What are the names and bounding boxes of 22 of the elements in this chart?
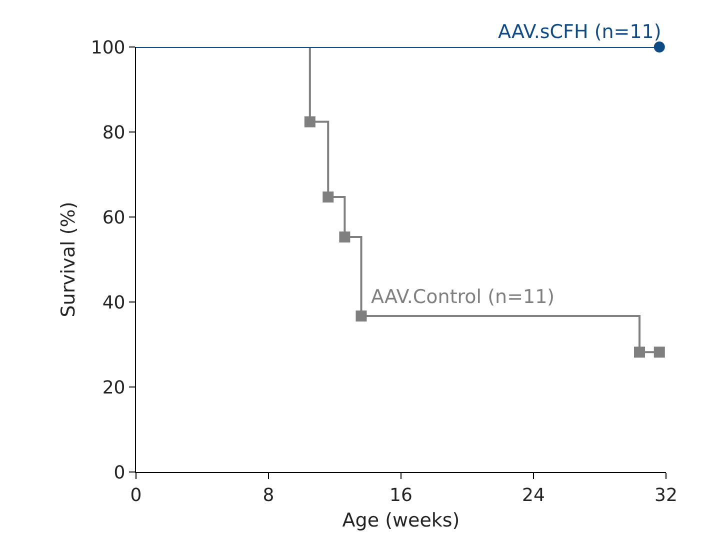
x-tick-label: 8 <box>262 484 274 506</box>
series-label: AAV.sCFH (n=11) <box>498 21 662 43</box>
y-tick-label: 20 <box>102 377 126 398</box>
point <box>304 116 316 128</box>
x-tick-label: 16 <box>390 484 412 506</box>
y-tick-label: 0 <box>114 462 126 484</box>
x-tick-label: 24 <box>522 484 545 506</box>
y-tick-label: 100 <box>90 37 126 58</box>
point <box>634 346 645 358</box>
point <box>356 310 367 322</box>
point <box>654 42 665 52</box>
x-axis-title: Age (weeks) <box>342 510 460 532</box>
point <box>339 231 350 242</box>
y-axis-title: Survival (%) <box>58 202 80 318</box>
y-tick-label: 60 <box>102 207 126 228</box>
x-tick-label: 32 <box>654 484 678 506</box>
y-tick-label: 80 <box>102 122 126 144</box>
y-tick-label: 40 <box>102 292 126 314</box>
x-tick-label: 0 <box>130 484 142 506</box>
point <box>654 346 665 358</box>
series-label: AAV.Control (n=11) <box>371 286 555 308</box>
point <box>322 192 334 203</box>
